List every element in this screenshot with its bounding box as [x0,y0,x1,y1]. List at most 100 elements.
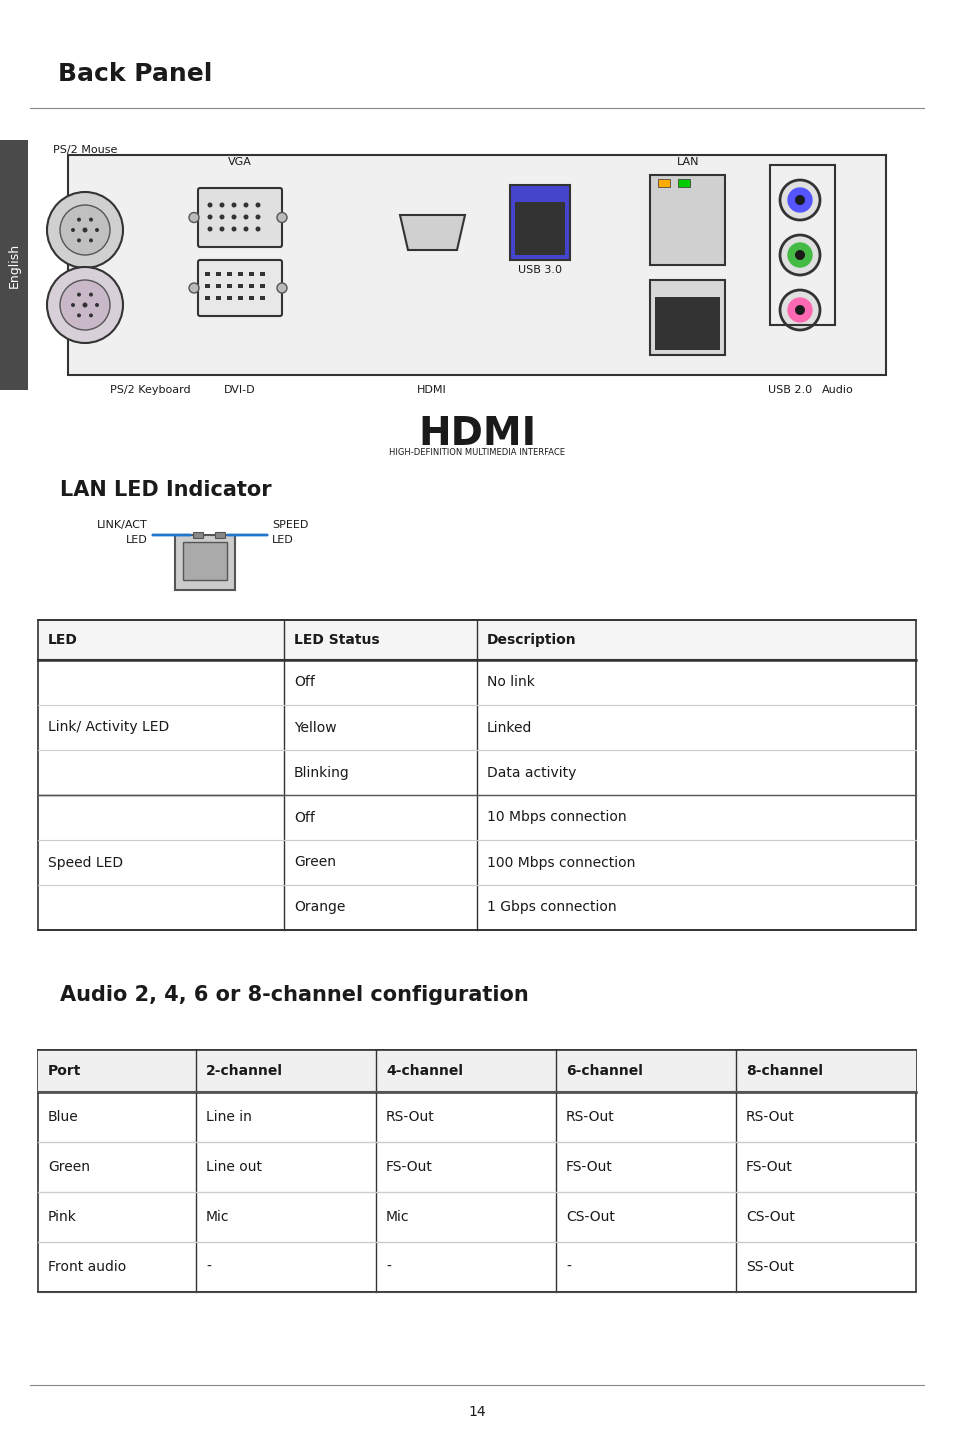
Circle shape [60,280,110,331]
Text: Link/ Activity LED: Link/ Activity LED [48,720,169,734]
Text: Linked: Linked [486,720,532,734]
Circle shape [794,305,804,315]
Text: PS/2 Keyboard: PS/2 Keyboard [110,385,190,395]
Text: HDMI: HDMI [417,415,536,454]
Text: DVI-D: DVI-D [224,385,255,395]
Circle shape [780,290,820,331]
Text: RS-Out: RS-Out [565,1110,614,1123]
Bar [183,542,227,580]
Text: Audio 2, 4, 6 or 8-channel configuration: Audio 2, 4, 6 or 8-channel configuration [60,985,528,1005]
Bar [655,318,720,351]
Circle shape [89,313,92,318]
Bar [214,532,225,538]
Circle shape [276,212,287,222]
Text: 8-channel: 8-channel [745,1065,822,1078]
Bar [649,175,724,265]
Text: Port: Port [48,1065,81,1078]
Circle shape [77,292,81,296]
Circle shape [89,239,92,242]
Text: 14: 14 [468,1405,485,1420]
Text: LAN: LAN [676,157,699,167]
Bar [205,272,210,276]
Circle shape [243,215,248,219]
Text: LINK/ACT: LINK/ACT [97,519,148,529]
Text: PS/2 Mouse: PS/2 Mouse [52,145,117,155]
Bar [237,296,243,301]
Bar [215,283,221,288]
Circle shape [219,226,224,232]
Circle shape [189,212,199,222]
Text: FS-Out: FS-Out [386,1161,433,1173]
Circle shape [232,215,236,219]
Text: 6-channel: 6-channel [565,1065,642,1078]
Bar [38,620,915,930]
Text: 1 Gbps connection: 1 Gbps connection [486,900,616,914]
Text: 4-channel: 4-channel [386,1065,462,1078]
Bar [38,1050,915,1092]
Text: USB 3.0: USB 3.0 [517,265,561,275]
Text: HIGH-DEFINITION MULTIMEDIA INTERFACE: HIGH-DEFINITION MULTIMEDIA INTERFACE [389,448,564,456]
Text: FS-Out: FS-Out [745,1161,792,1173]
Circle shape [77,218,81,222]
Bar [655,298,720,322]
Circle shape [208,226,213,232]
Circle shape [243,203,248,207]
Text: 2-channel: 2-channel [206,1065,283,1078]
Circle shape [89,292,92,296]
Text: Line in: Line in [206,1110,252,1123]
Circle shape [787,243,811,268]
Circle shape [219,215,224,219]
Bar [193,532,203,538]
Text: Off: Off [294,675,314,690]
Text: USB 2.0: USB 2.0 [767,385,811,395]
Circle shape [780,180,820,220]
Bar [38,620,915,660]
Text: Off: Off [294,810,314,824]
Circle shape [255,226,260,232]
Text: Front audio: Front audio [48,1261,126,1274]
Text: 100 Mbps connection: 100 Mbps connection [486,856,635,870]
Bar [174,535,234,590]
Circle shape [787,187,811,212]
Bar [237,272,243,276]
Bar [205,283,210,288]
FancyBboxPatch shape [198,260,282,316]
Text: Data activity: Data activity [486,766,576,780]
Bar [215,296,221,301]
Circle shape [208,203,213,207]
Bar [658,179,669,187]
Text: HDMI: HDMI [416,385,446,395]
Text: SPEED: SPEED [272,519,308,529]
Text: Mic: Mic [386,1211,409,1224]
Text: No link: No link [486,675,535,690]
Circle shape [219,203,224,207]
Text: Speed LED: Speed LED [48,856,123,870]
Circle shape [77,313,81,318]
Text: Pink: Pink [48,1211,77,1224]
Circle shape [255,203,260,207]
Bar [38,1050,915,1292]
Text: LED Status: LED Status [294,633,379,647]
Bar [515,202,564,228]
Text: English: English [8,242,20,288]
Circle shape [255,215,260,219]
Circle shape [189,283,199,293]
Text: FS-Out: FS-Out [565,1161,612,1173]
Bar [769,165,834,325]
FancyBboxPatch shape [198,187,282,248]
Bar [0,140,28,391]
Circle shape [243,226,248,232]
Circle shape [60,205,110,255]
Circle shape [787,298,811,322]
Circle shape [71,303,75,308]
Text: LED: LED [48,633,78,647]
Text: CS-Out: CS-Out [745,1211,794,1224]
Circle shape [82,228,88,232]
Bar [260,283,265,288]
Text: Green: Green [48,1161,90,1173]
Circle shape [89,218,92,222]
Text: RS-Out: RS-Out [386,1110,435,1123]
Bar [68,155,885,375]
Polygon shape [399,215,464,250]
Bar [237,283,243,288]
